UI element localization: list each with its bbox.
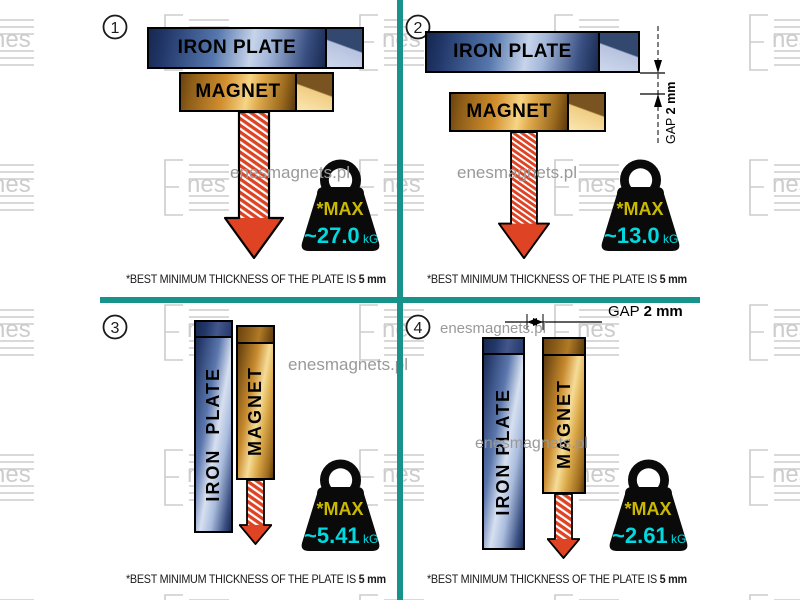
- svg-text:~2.61: ~2.61: [612, 523, 668, 548]
- svg-text:~27.0: ~27.0: [304, 223, 360, 248]
- svg-text:kG: kG: [663, 232, 678, 246]
- svg-text:2: 2: [414, 20, 423, 37]
- svg-text:~13.0: ~13.0: [604, 223, 660, 248]
- svg-text:~5.41: ~5.41: [304, 523, 360, 548]
- svg-text:1: 1: [111, 20, 120, 37]
- svg-text:GAP 2 mm: GAP 2 mm: [664, 82, 678, 144]
- svg-text:kG: kG: [363, 232, 378, 246]
- svg-text:4: 4: [414, 320, 423, 337]
- svg-text:kG: kG: [363, 532, 378, 546]
- svg-text:kG: kG: [671, 532, 686, 546]
- svg-text:*MAX: *MAX: [624, 499, 671, 519]
- svg-text:*MAX: *MAX: [616, 199, 663, 219]
- svg-text:*MAX: *MAX: [316, 199, 363, 219]
- svg-text:3: 3: [111, 320, 120, 337]
- svg-text:*MAX: *MAX: [316, 499, 363, 519]
